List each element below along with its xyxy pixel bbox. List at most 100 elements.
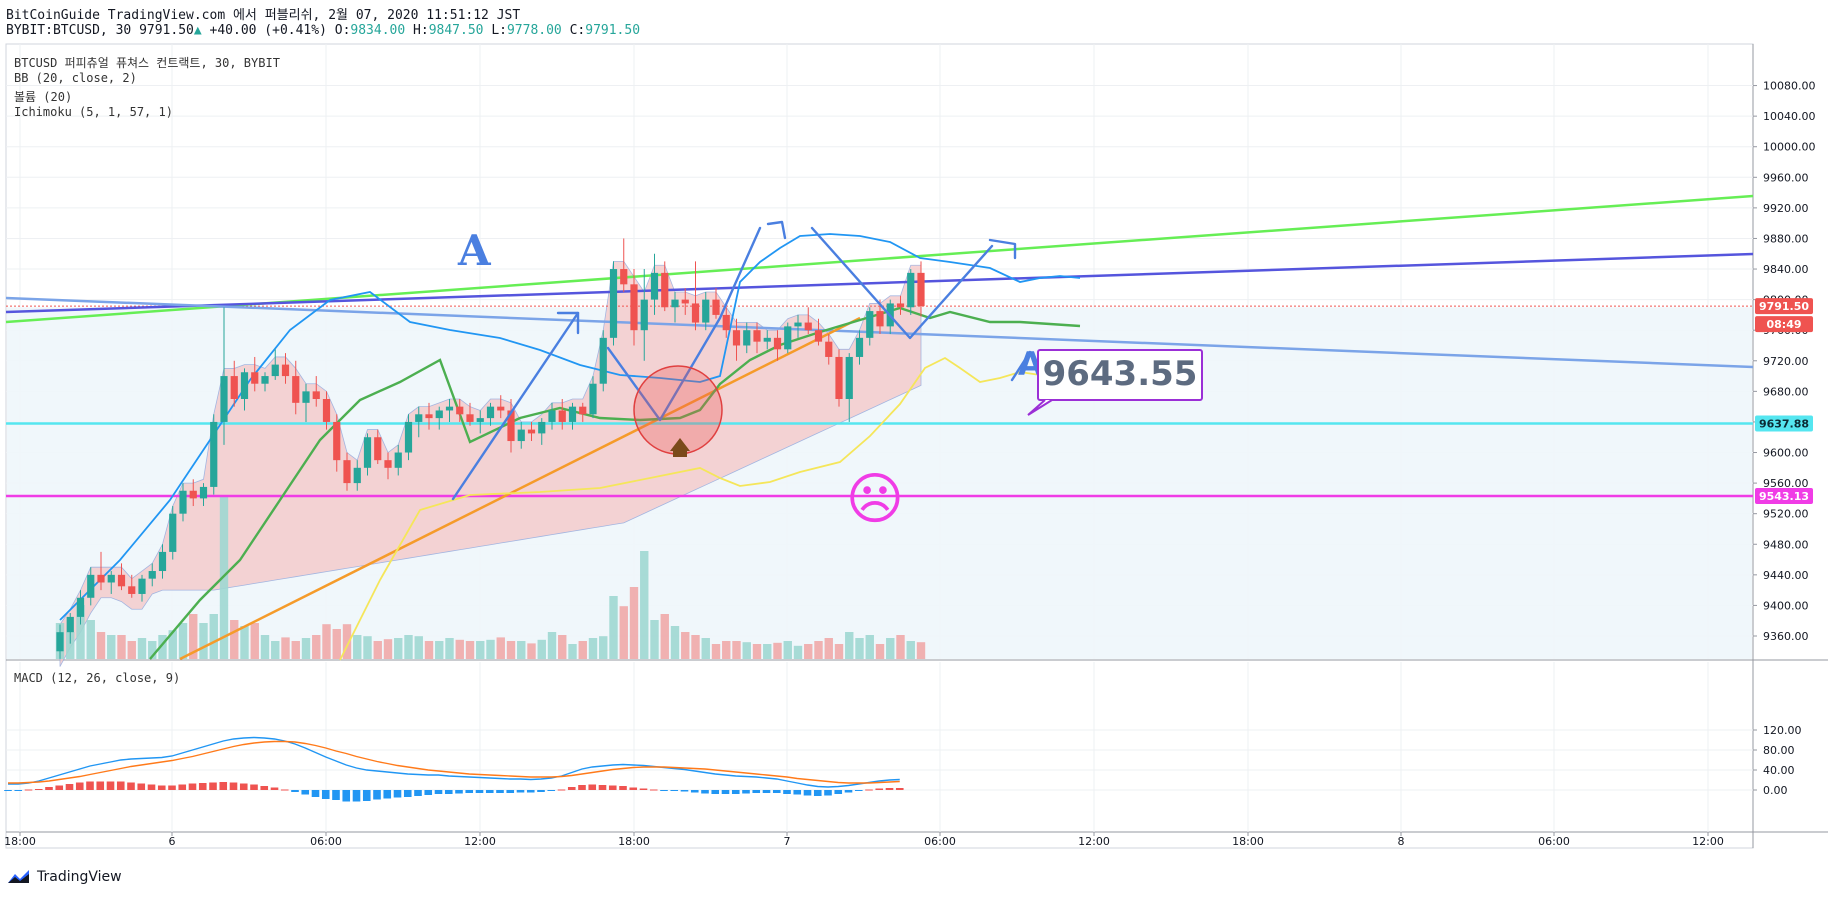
volume-bar	[424, 641, 434, 659]
candle-body	[87, 574, 95, 598]
arrow-head-4	[1010, 350, 1042, 382]
volume-bar	[896, 635, 905, 659]
macd-hist-bar	[783, 790, 791, 794]
candle-body	[476, 418, 484, 422]
macd-hist-bar	[311, 790, 320, 797]
candle-body	[548, 410, 556, 422]
volume-bar	[250, 623, 259, 659]
candle-body	[322, 399, 331, 422]
macd-line	[8, 736, 900, 788]
volume-bar	[476, 641, 485, 659]
volume-bar	[681, 632, 690, 659]
legend-volume[interactable]: 볼륨 (20)	[14, 90, 73, 104]
candle-body	[814, 330, 823, 342]
volume-bar	[189, 614, 198, 659]
candle-body	[753, 330, 761, 342]
macd-hist-bar	[116, 781, 125, 790]
macd-hist-bar	[844, 790, 853, 793]
legend-symbol-title[interactable]: BTCUSD 퍼피츄얼 퓨쳐스 컨트랙트, 30, BYBIT	[14, 56, 280, 70]
macd-hist-bar	[547, 790, 556, 791]
candle-body	[189, 490, 197, 499]
candle-body	[712, 299, 720, 315]
volume-bar	[301, 638, 311, 659]
candle-body	[261, 376, 269, 384]
macd-hist-bar	[65, 784, 74, 790]
macd-hist-bar	[332, 790, 340, 800]
tradingview-brand[interactable]: TradingView	[6, 868, 122, 886]
open-value: 9834.00	[350, 23, 406, 38]
candle-body	[558, 410, 566, 422]
volume-bar	[445, 638, 454, 659]
macd-hist-bar	[526, 790, 535, 793]
volume-bar	[537, 639, 546, 659]
price-tick-label: 10000.00	[1763, 141, 1816, 154]
volume-bar	[230, 620, 239, 659]
macd-hist-bar	[75, 782, 84, 790]
time-tick-label: 6	[169, 835, 176, 848]
volume-bar	[517, 641, 526, 659]
candle-body	[845, 356, 853, 400]
candle-body	[743, 330, 751, 346]
macd-hist-bar	[321, 790, 330, 799]
volume-bar	[373, 641, 382, 659]
legend-bb[interactable]: BB (20, close, 2)	[14, 71, 137, 85]
volume-bar	[506, 641, 516, 659]
candle-body	[199, 486, 208, 499]
macd-hist-bar	[209, 782, 217, 790]
macd-hist-bar	[516, 790, 525, 793]
macd-hist-bar	[137, 783, 146, 790]
macd-hist-bar	[557, 789, 566, 791]
volume-bar	[599, 636, 608, 659]
cyan-price-label-bg	[1755, 415, 1813, 432]
macd-hist-bar	[649, 789, 658, 791]
volume-bar	[127, 641, 136, 659]
volume-bar	[465, 641, 475, 659]
volume-bar	[906, 641, 915, 659]
volume-bar	[640, 551, 649, 659]
macd-hist-bar	[198, 783, 207, 790]
macd-hist-bar	[168, 785, 176, 790]
macd-hist-bar	[34, 789, 43, 790]
macd-hist-bar	[465, 790, 474, 793]
macd-hist-bar	[824, 790, 832, 796]
volume-bar	[260, 635, 270, 659]
price-tick-label: 9600.00	[1763, 447, 1809, 460]
volume-bar	[619, 606, 628, 659]
tenkan-line	[339, 356, 1078, 661]
bollinger-upper-line	[59, 233, 1081, 621]
volume-bar	[773, 642, 782, 659]
macd-hist-bar	[24, 789, 33, 791]
macd-hist-bar	[701, 790, 709, 794]
volume-bar	[117, 635, 126, 659]
magenta-price-label: 9543.13	[1759, 490, 1809, 503]
volume-bar	[332, 629, 341, 659]
callout-box	[1037, 349, 1203, 401]
candle-body	[374, 437, 382, 461]
close-label: C:	[569, 23, 586, 38]
macd-hist-bar	[865, 789, 873, 791]
candle-body	[896, 303, 905, 308]
volume-bar	[763, 644, 772, 659]
legend-macd[interactable]: MACD (12, 26, close, 9)	[14, 671, 181, 685]
letter-a-annotation: A	[457, 226, 492, 275]
macd-hist-bar	[885, 788, 894, 790]
candle-body	[169, 513, 177, 552]
macd-hist-bar	[475, 790, 484, 793]
candle-body	[507, 410, 515, 442]
candle-body	[722, 314, 730, 331]
macd-hist-bar	[485, 790, 494, 793]
zigzag-2	[606, 226, 762, 422]
candle-body	[732, 330, 741, 346]
volume-bar	[496, 637, 505, 659]
legend-ichimoku[interactable]: Ichimoku (5, 1, 57, 1)	[14, 105, 173, 119]
macd-hist-bar	[55, 785, 64, 790]
volume-bar	[742, 642, 751, 659]
brand-name: TradingView	[37, 869, 122, 885]
publish-header: BitCoinGuide TradingView.com 에서 퍼블리쉬, 2월…	[6, 8, 521, 23]
price-tick-label: 9680.00	[1763, 385, 1809, 398]
low-label: L:	[491, 23, 507, 38]
candle-body	[835, 356, 843, 400]
candle-body	[650, 272, 659, 300]
macd-hist-bar	[188, 783, 197, 790]
